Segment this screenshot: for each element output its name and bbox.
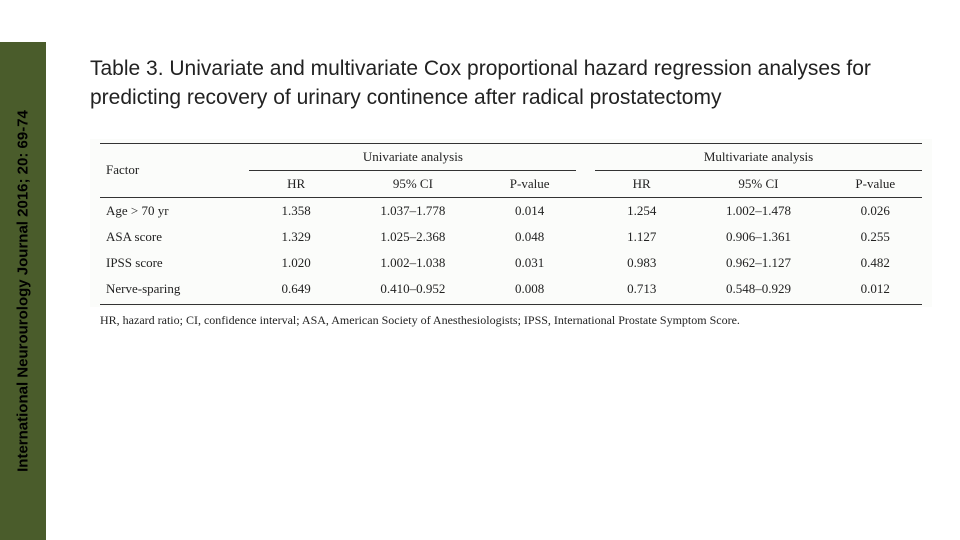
col-multi-ci: 95% CI [688,170,828,197]
header-gap [576,170,595,197]
col-uni-p: P-value [483,170,576,197]
cell-multi-hr: 0.983 [595,250,688,276]
header-gap [576,143,595,170]
cell-multi-hr: 0.713 [595,276,688,305]
cell-uni-p: 0.048 [483,224,576,250]
sidebar-top-spacer [0,0,46,42]
col-factor-header: Factor [100,143,249,197]
sidebar: International Neurourology Journal 2016;… [0,0,46,540]
table-row: IPSS score 1.020 1.002–1.038 0.031 0.983… [100,250,922,276]
table-caption: Table 3. Univariate and multivariate Cox… [90,54,932,113]
table-body: Age > 70 yr 1.358 1.037–1.778 0.014 1.25… [100,197,922,304]
table-wrapper: Factor Univariate analysis Multivariate … [90,139,932,307]
cell-multi-hr: 1.254 [595,197,688,224]
cox-regression-table: Factor Univariate analysis Multivariate … [100,143,922,305]
cell-multi-hr: 1.127 [595,224,688,250]
col-multi-p: P-value [829,170,922,197]
cell-uni-ci: 0.410–0.952 [343,276,483,305]
cell-uni-p: 0.008 [483,276,576,305]
cell-multi-p: 0.255 [829,224,922,250]
cell-gap [576,197,595,224]
col-multi-hr: HR [595,170,688,197]
cell-uni-hr: 1.020 [249,250,342,276]
cell-uni-hr: 0.649 [249,276,342,305]
table-row: Age > 70 yr 1.358 1.037–1.778 0.014 1.25… [100,197,922,224]
cell-factor: Nerve-sparing [100,276,249,305]
cell-gap [576,224,595,250]
cell-uni-ci: 1.025–2.368 [343,224,483,250]
table-row: ASA score 1.329 1.025–2.368 0.048 1.127 … [100,224,922,250]
cell-multi-ci: 1.002–1.478 [688,197,828,224]
cell-multi-ci: 0.962–1.127 [688,250,828,276]
cell-uni-ci: 1.037–1.778 [343,197,483,224]
cell-uni-p: 0.014 [483,197,576,224]
cell-multi-ci: 0.548–0.929 [688,276,828,305]
group-univariate: Univariate analysis [249,143,576,170]
group-multivariate: Multivariate analysis [595,143,922,170]
cell-multi-p: 0.482 [829,250,922,276]
cell-factor: Age > 70 yr [100,197,249,224]
table-row: Nerve-sparing 0.649 0.410–0.952 0.008 0.… [100,276,922,305]
col-uni-ci: 95% CI [343,170,483,197]
cell-uni-p: 0.031 [483,250,576,276]
content: Table 3. Univariate and multivariate Cox… [90,54,932,328]
table-footnote: HR, hazard ratio; CI, confidence interva… [90,307,932,328]
cell-factor: ASA score [100,224,249,250]
journal-citation: International Neurourology Journal 2016;… [15,110,32,472]
cell-multi-ci: 0.906–1.361 [688,224,828,250]
cell-gap [576,250,595,276]
cell-uni-hr: 1.358 [249,197,342,224]
cell-gap [576,276,595,305]
sidebar-band: International Neurourology Journal 2016;… [0,42,46,540]
col-uni-hr: HR [249,170,342,197]
cell-factor: IPSS score [100,250,249,276]
header-group-row: Factor Univariate analysis Multivariate … [100,143,922,170]
cell-multi-p: 0.026 [829,197,922,224]
cell-uni-ci: 1.002–1.038 [343,250,483,276]
cell-multi-p: 0.012 [829,276,922,305]
cell-uni-hr: 1.329 [249,224,342,250]
